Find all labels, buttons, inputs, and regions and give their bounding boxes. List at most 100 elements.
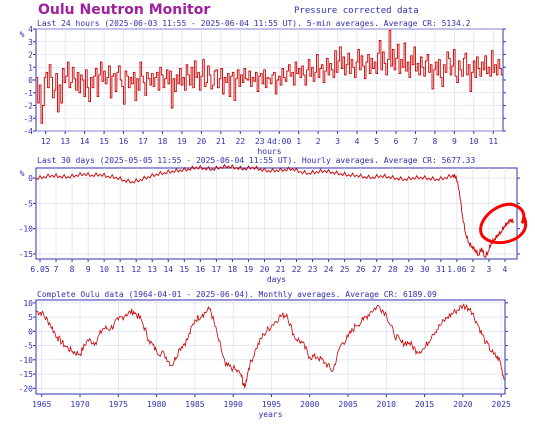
x-tick-label: 1.06 [447, 265, 466, 274]
y-tick-label: -15 [19, 250, 34, 259]
x-tick-label: 10 [99, 265, 109, 274]
x-tick-label: 21 [216, 137, 226, 146]
y-tick-label: -10 [19, 356, 34, 365]
x-tick-label: 1 [296, 137, 301, 146]
x-tick-label: 2020 [453, 400, 472, 409]
series-24h-line [36, 29, 503, 124]
x-tick-label: 18 [228, 265, 238, 274]
y-axis-label: % [20, 30, 25, 39]
plot-frame [35, 167, 518, 260]
x-tick-label: 1980 [147, 400, 166, 409]
x-tick-label: 10 [469, 137, 479, 146]
x-tick-label: 11 [488, 137, 498, 146]
x-tick-label: 19 [244, 265, 254, 274]
x-tick-label: 15 [179, 265, 189, 274]
x-tick-label: 16 [119, 137, 129, 146]
x-tick-label: 2025 [492, 400, 511, 409]
x-tick-label: 11 [115, 265, 125, 274]
x-tick-label: 1990 [224, 400, 243, 409]
x-tick-label: 18 [158, 137, 168, 146]
y-tick-label: 3 [28, 38, 33, 47]
y-tick-label: 4 [28, 25, 33, 34]
annotation-red-circle [479, 202, 528, 245]
x-tick-label: 4 [355, 137, 360, 146]
x-tick-label: 12 [131, 265, 141, 274]
x-tick-label: 28 [388, 265, 398, 274]
y-tick-label: -10 [19, 225, 34, 234]
plot-frame [35, 299, 506, 395]
x-tick-label: 2010 [377, 400, 396, 409]
x-tick-label: 2015 [415, 400, 434, 409]
x-tick-label: 7 [413, 137, 418, 146]
y-tick-label: -2 [23, 102, 33, 111]
x-tick-label: 27 [372, 265, 382, 274]
x-tick-label: 31 [436, 265, 446, 274]
x-tick-label: 25 [340, 265, 350, 274]
x-tick-label: 3 [335, 137, 340, 146]
x-tick-label: 17 [138, 137, 148, 146]
x-tick-label: 2005 [338, 400, 357, 409]
y-tick-label: 1 [28, 63, 33, 72]
chart-30d: 0 -5 -10 -15 6.05 7 8 9 10 11 12 13 14 15 16 17 18 19 20 21… [19, 163, 528, 284]
x-tick-label: 7 [54, 265, 59, 274]
x-tick-label: 20 [260, 265, 270, 274]
x-tick-label: 9 [86, 265, 91, 274]
y-tick-label: 0 [28, 174, 33, 183]
x-tick-label: 20 [197, 137, 207, 146]
x-tick-label: 1965 [32, 400, 51, 409]
x-tick-label: 1995 [262, 400, 281, 409]
y-tick-label: 0 [28, 76, 33, 85]
x-tick-label: 3 [487, 265, 492, 274]
x-tick-label: 30 [420, 265, 430, 274]
x-tick-label: 2 [316, 137, 321, 146]
x-tick-label: 9 [452, 137, 457, 146]
y-tick-label: -15 [19, 370, 34, 379]
x-tick-label: 14 [163, 265, 173, 274]
x-tick-label: 29 [404, 265, 414, 274]
y-tick-label: -5 [23, 342, 33, 351]
y-tick-label: -5 [23, 199, 33, 208]
x-tick-label: 2 [470, 265, 475, 274]
x-tick-label: 17 [212, 265, 222, 274]
x-tick-label: 8 [432, 137, 437, 146]
x-tick-label: 1985 [185, 400, 204, 409]
y-axis-label: % [20, 169, 25, 178]
y-tick-label: -1 [23, 89, 33, 98]
series-30d-line [35, 163, 515, 259]
x-tick-label: 22 [292, 265, 302, 274]
x-tick-label: 26 [356, 265, 366, 274]
x-tick-label: 15 [99, 137, 109, 146]
x-tick-label: 21 [276, 265, 286, 274]
x-tick-label: 16 [196, 265, 206, 274]
x-tick-label: 22 [235, 137, 245, 146]
x-tick-label: 12 [41, 137, 51, 146]
x-tick-label: 4d:00 [267, 137, 291, 146]
x-tick-label: 14 [80, 137, 90, 146]
x-tick-label: 19 [177, 137, 187, 146]
panel-complete-title: Complete Oulu data (1964-04-01 - 2025-06… [37, 290, 437, 299]
x-tick-label: 23 [255, 137, 265, 146]
x-tick-label: 4 [503, 265, 508, 274]
y-tick-label: 2 [28, 51, 33, 60]
x-tick-label: 6.05 [30, 265, 49, 274]
page-subtitle: Pressure corrected data [294, 6, 419, 16]
x-tick-label: 8 [70, 265, 75, 274]
x-tick-label: 1970 [70, 400, 89, 409]
x-axis-label: years [258, 410, 282, 419]
panel-30d-title: Last 30 days (2025-05-05 11:55 - 2025-06… [37, 156, 476, 165]
y-tick-label: 5 [28, 313, 33, 322]
panel-24h-title: Last 24 hours (2025-06-03 11:55 - 2025-0… [37, 19, 471, 28]
x-tick-label: 6 [394, 137, 399, 146]
x-tick-label: 24 [324, 265, 334, 274]
y-tick-label: 0 [28, 327, 33, 336]
x-axis-label: days [267, 275, 286, 284]
x-tick-label: 2000 [300, 400, 319, 409]
y-tick-label: -3 [23, 114, 33, 123]
x-tick-label: 1975 [109, 400, 128, 409]
y-tick-label: 10 [23, 299, 33, 308]
y-tick-label: -4 [23, 127, 33, 136]
site-title: Oulu Neutron Monitor [38, 2, 211, 18]
